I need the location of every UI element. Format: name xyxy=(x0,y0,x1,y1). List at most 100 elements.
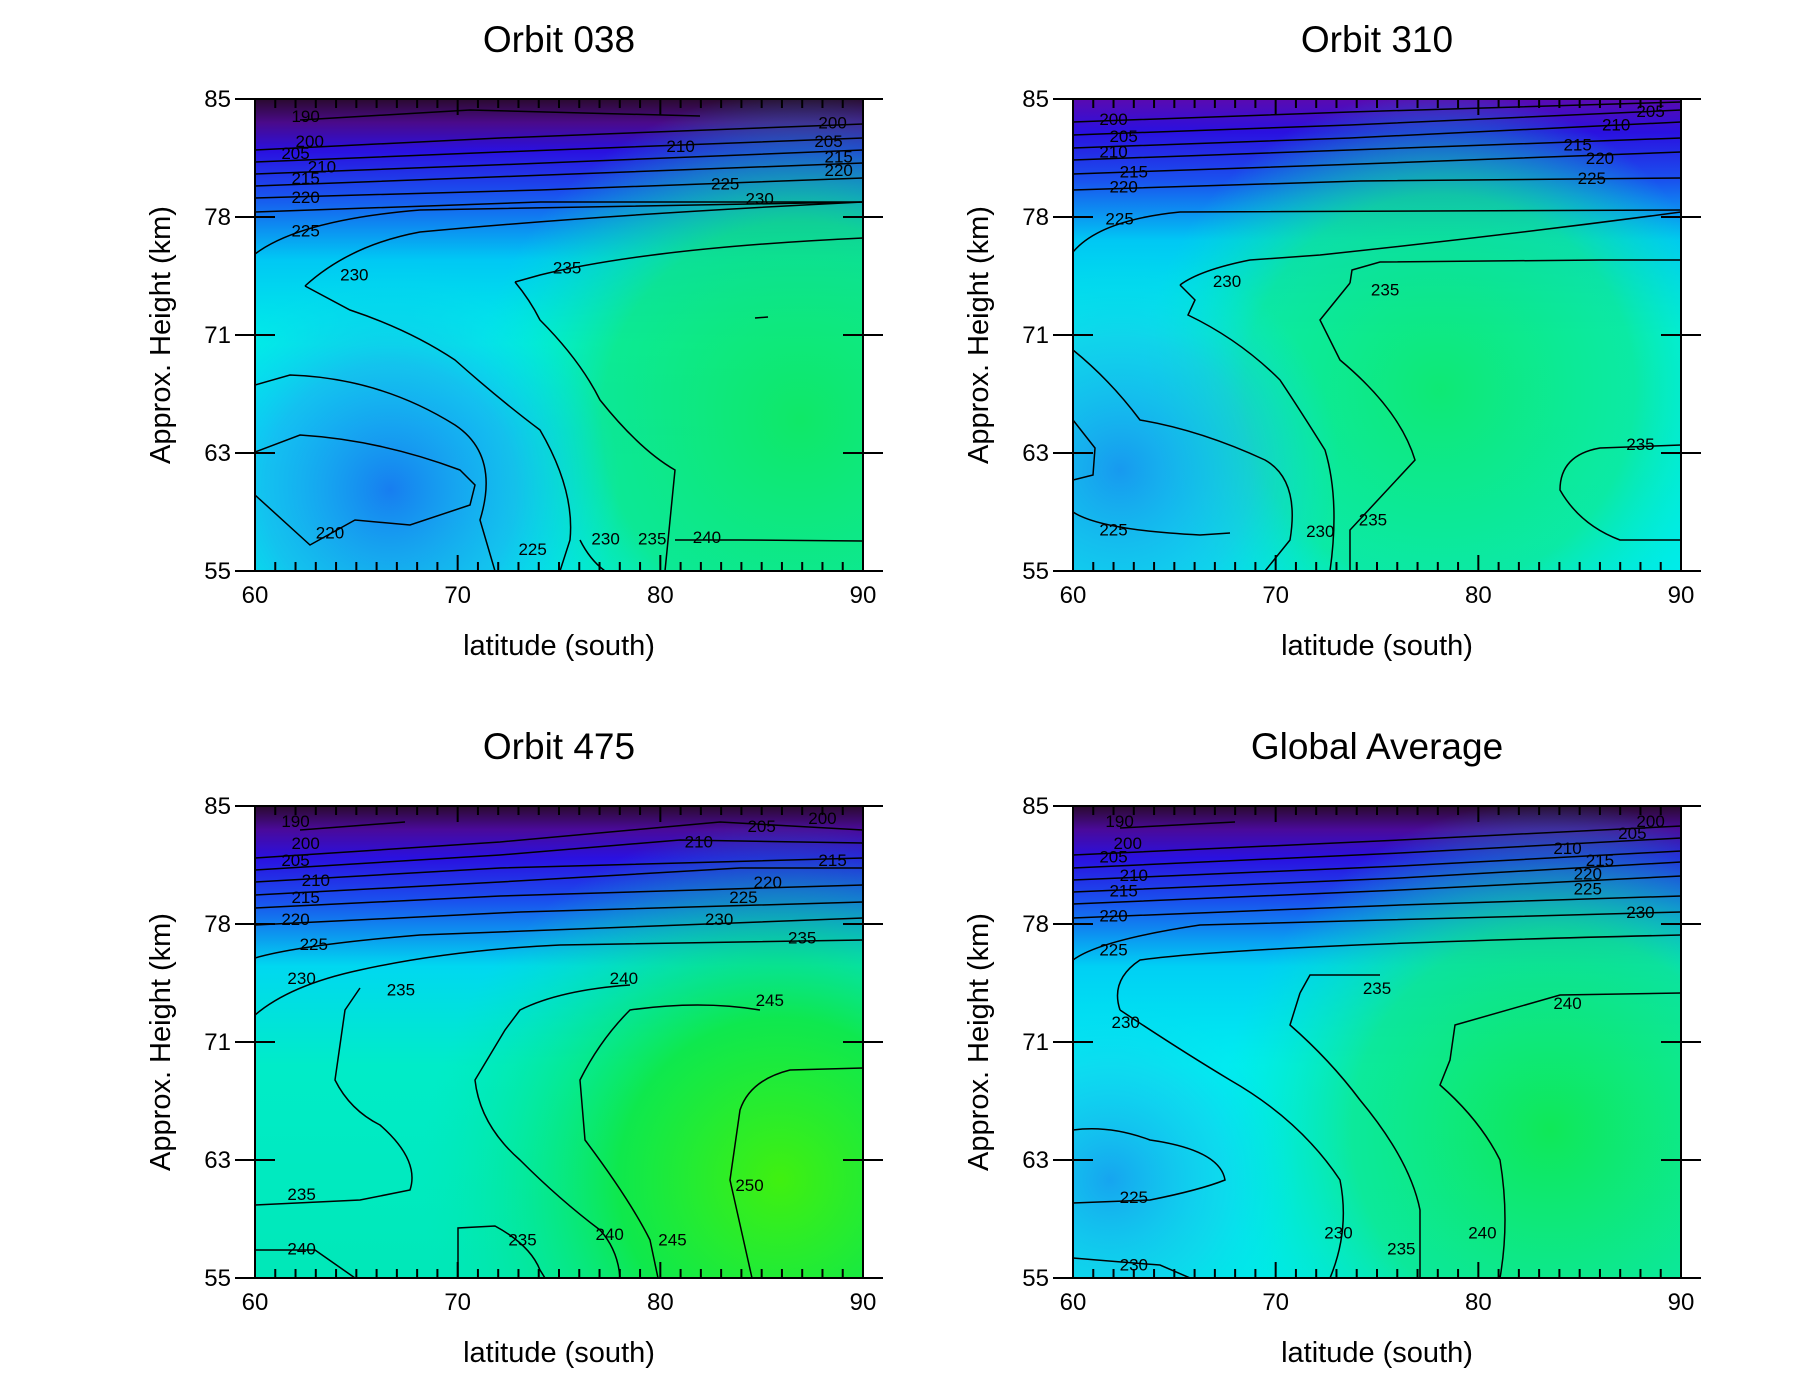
contour-label: 230 xyxy=(340,265,368,284)
contour-line xyxy=(1073,121,1681,149)
contour-label: 230 xyxy=(591,530,619,549)
heatmap-field xyxy=(255,99,863,571)
contour-label: 235 xyxy=(1626,435,1654,454)
contour-line xyxy=(1179,211,1681,286)
contour-label: 225 xyxy=(518,540,546,559)
x-tick-label: 80 xyxy=(647,1289,674,1316)
contour-label: 205 xyxy=(1618,824,1646,843)
contour-label: 220 xyxy=(1109,178,1137,197)
contour-line xyxy=(1073,837,1681,869)
contour-label: 205 xyxy=(814,132,842,151)
contour-label: 210 xyxy=(666,137,694,156)
contour-line xyxy=(1559,444,1681,541)
contour-label: 190 xyxy=(281,812,309,831)
x-tick-label: 80 xyxy=(1465,1289,1492,1316)
y-tick-label: 55 xyxy=(1022,558,1049,585)
contour-line xyxy=(304,285,572,571)
x-tick-label: 90 xyxy=(1668,582,1695,609)
contour-label: 235 xyxy=(1363,979,1391,998)
contour-label: 235 xyxy=(1371,280,1399,299)
contour-line xyxy=(1073,850,1681,881)
contour-label: 215 xyxy=(818,851,846,870)
contour-line xyxy=(1073,911,1681,961)
contour-lines xyxy=(1073,821,1681,1278)
contour-label: 225 xyxy=(1120,1188,1148,1207)
contour-label: 225 xyxy=(300,935,328,954)
contour-label: 225 xyxy=(729,888,757,907)
y-tick-label: 85 xyxy=(1022,793,1049,820)
contour-line xyxy=(1073,825,1681,856)
contour-line xyxy=(255,137,863,163)
contour-label: 230 xyxy=(745,189,773,208)
contour-label: 205 xyxy=(1109,127,1137,146)
contour-label: 220 xyxy=(824,161,852,180)
contour-label: 235 xyxy=(287,1185,315,1204)
tick-labels: 60 70 80 90 55 63 71 78 85 xyxy=(204,793,876,1316)
contour-line xyxy=(1073,419,1096,481)
contour-label: 205 xyxy=(747,817,775,836)
contour-label: 190 xyxy=(1105,812,1133,831)
axis-ticks xyxy=(1053,98,1701,572)
tick-labels: 60 70 80 90 55 63 71 78 85 xyxy=(1022,793,1694,1316)
contour-line xyxy=(304,201,863,287)
panel-title: Orbit 038 xyxy=(483,19,635,60)
y-tick-label: 63 xyxy=(1022,440,1049,467)
contour-label: 190 xyxy=(291,107,319,126)
contour-label: 235 xyxy=(553,259,581,278)
contour-label: 220 xyxy=(1586,149,1614,168)
contour-line xyxy=(255,867,863,896)
contour-lines xyxy=(1073,101,1681,571)
contour-line xyxy=(1289,992,1421,1278)
x-tick-label: 90 xyxy=(1668,1289,1695,1316)
contour-line xyxy=(514,281,676,571)
x-tick-label: 70 xyxy=(444,582,471,609)
contour-label: 200 xyxy=(1114,834,1142,853)
contour-line xyxy=(1073,209,1681,253)
contour-line xyxy=(1179,284,1335,571)
contour-label: 240 xyxy=(610,969,638,988)
contour-line xyxy=(255,162,863,187)
contour-line xyxy=(1119,1009,1345,1278)
contour-line xyxy=(255,149,863,175)
contour-label: 200 xyxy=(1636,812,1664,831)
contour-label: 215 xyxy=(1109,881,1137,900)
contour-line xyxy=(1073,1257,1191,1278)
contour-line xyxy=(1073,861,1681,893)
contour-label: 245 xyxy=(658,1231,686,1250)
y-tick-label: 71 xyxy=(1022,1029,1049,1056)
y-tick-label: 63 xyxy=(1022,1147,1049,1174)
x-tick-label: 90 xyxy=(850,582,877,609)
contour-label: 205 xyxy=(281,144,309,163)
contour-label: 215 xyxy=(1586,851,1614,870)
contour-label: 225 xyxy=(1574,880,1602,899)
contour-line xyxy=(1299,974,1380,994)
y-tick-label: 55 xyxy=(1022,1265,1049,1292)
axis-ticks xyxy=(235,805,883,1279)
contour-label: 220 xyxy=(316,524,344,543)
contour-line xyxy=(1073,151,1681,175)
x-axis-label: latitude (south) xyxy=(463,1337,655,1369)
contour-line xyxy=(1073,177,1681,191)
panel-title: Orbit 475 xyxy=(483,726,635,767)
contour-label: 220 xyxy=(1099,907,1127,926)
contour-line xyxy=(255,201,863,255)
contour-line xyxy=(729,1067,863,1278)
x-tick-label: 60 xyxy=(242,582,269,609)
y-tick-label: 71 xyxy=(1022,322,1049,349)
contour-label: 200 xyxy=(808,809,836,828)
x-tick-label: 60 xyxy=(242,1289,269,1316)
y-tick-label: 71 xyxy=(204,1029,231,1056)
y-tick-label: 78 xyxy=(1022,204,1049,231)
contour-label: 220 xyxy=(1574,864,1602,883)
contour-line xyxy=(299,109,701,121)
contour-label: 235 xyxy=(387,981,415,1000)
contour-label: 230 xyxy=(1626,903,1654,922)
heatmap-field xyxy=(255,806,863,1278)
y-tick-label: 63 xyxy=(204,440,231,467)
contour-line xyxy=(579,1004,761,1278)
axis-ticks xyxy=(1053,805,1701,1279)
axis-ticks xyxy=(235,98,883,572)
